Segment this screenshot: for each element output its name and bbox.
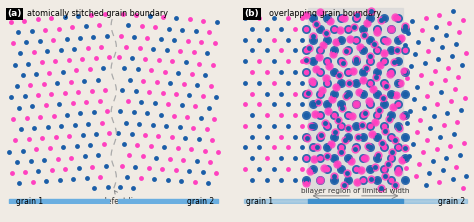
Bar [244,199,467,203]
Bar [9,199,109,203]
Text: bilayer region of limited width: bilayer region of limited width [301,188,410,194]
Bar [308,199,403,203]
Text: (a): (a) [8,10,22,18]
Text: grain 1: grain 1 [246,196,273,206]
Bar [118,199,219,203]
Text: overlapping grain boundary: overlapping grain boundary [269,10,381,18]
Text: grain 1: grain 1 [16,196,43,206]
Text: (b): (b) [245,10,259,18]
Text: grain 2: grain 2 [187,196,214,206]
Text: atomically stitched grain boundary: atomically stitched grain boundary [27,10,167,18]
Bar [308,8,403,188]
Text: defect line: defect line [102,191,143,206]
Text: grain 2: grain 2 [438,196,465,206]
